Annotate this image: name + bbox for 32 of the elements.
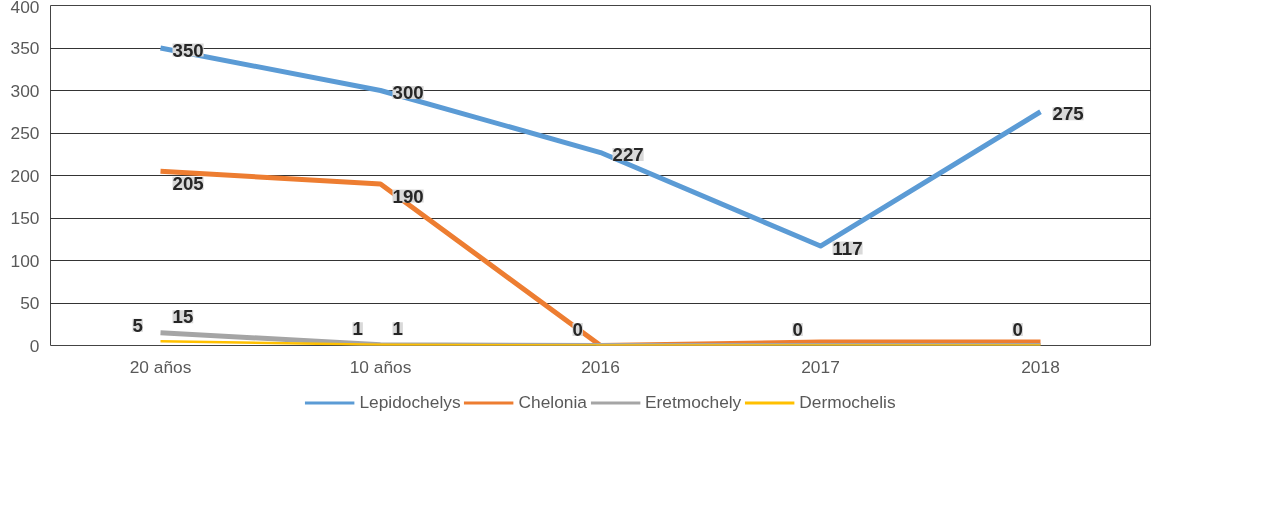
data-label: 0 <box>572 319 583 340</box>
data-label: 300 <box>392 82 424 103</box>
data-label: 117 <box>832 237 863 259</box>
data-label: 5 <box>132 314 143 336</box>
y-tick-label: 350 <box>10 38 40 58</box>
y-tick-label: 300 <box>10 80 40 101</box>
x-tick-label: 10 años <box>349 356 412 377</box>
y-tick-label: 150 <box>10 208 40 228</box>
x-tick-label: 2016 <box>581 356 620 377</box>
data-label: 1 <box>392 318 403 340</box>
x-tick-label: 2018 <box>1021 356 1060 377</box>
y-tick-label: 100 <box>10 250 40 271</box>
data-label: 205 <box>172 172 204 194</box>
legend-label: Lepidochelys <box>359 391 461 413</box>
y-tick-label: 50 <box>20 293 40 313</box>
data-label: 350 <box>172 39 204 61</box>
data-label: 15 <box>172 306 194 328</box>
data-label: 275 <box>1052 103 1084 125</box>
data-label: 0 <box>792 319 803 340</box>
data-label: 0 <box>1012 319 1023 340</box>
data-label: 190 <box>392 185 424 207</box>
x-tick-label: 20 años <box>129 356 192 377</box>
data-label: 227 <box>612 144 644 166</box>
x-tick-label: 2017 <box>801 356 840 377</box>
y-tick-label: 200 <box>10 165 40 186</box>
data-label: 1 <box>352 318 363 340</box>
legend-label: Dermochelis <box>799 391 896 413</box>
y-tick-label: 400 <box>10 0 40 17</box>
legend-label: Eretmochely <box>644 391 742 413</box>
legend-label: Chelonia <box>518 391 587 413</box>
y-tick-label: 0 <box>29 335 40 356</box>
y-tick-label: 250 <box>10 123 40 143</box>
